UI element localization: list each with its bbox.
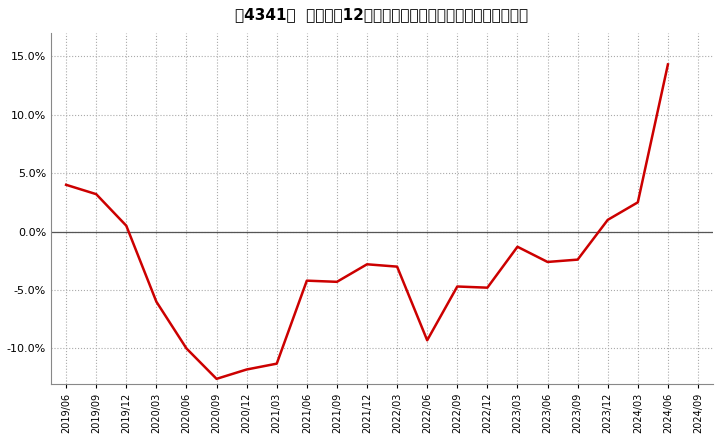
Title: ［4341］  売上高の12か月移動合計の対前年同期増減率の推移: ［4341］ 売上高の12か月移動合計の対前年同期増減率の推移 xyxy=(235,7,528,22)
